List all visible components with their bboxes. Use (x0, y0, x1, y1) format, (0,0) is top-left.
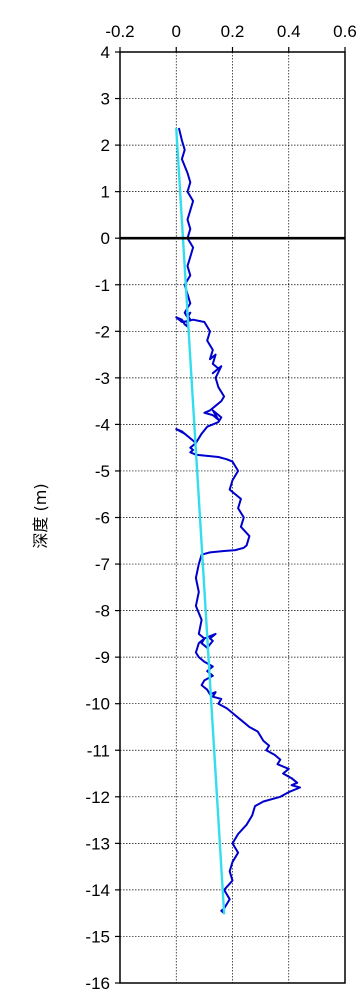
y-axis-title: 深度 (m) (31, 483, 50, 548)
y-tick-label: 1 (101, 183, 110, 202)
y-tick-label: -5 (95, 462, 110, 481)
y-tick-label: -13 (85, 834, 110, 853)
measured-profile-line (175, 127, 301, 915)
x-tick-labels: -0.2 0 0.2 0.4 0.6 (105, 22, 356, 41)
y-tick-label: -4 (95, 415, 110, 434)
y-tick-label: -8 (95, 602, 110, 621)
y-tick-label: 2 (101, 136, 110, 155)
x-tick-label: 0 (172, 22, 181, 41)
y-tick-label: -6 (95, 509, 110, 528)
y-tick-label: -16 (85, 974, 110, 992)
y-tick-label: -11 (87, 741, 110, 760)
y-tick-label: -12 (85, 788, 110, 807)
x-tick-label: 0.4 (277, 22, 301, 41)
y-tick-label: -1 (95, 276, 110, 295)
data-series (175, 127, 301, 915)
x-tick-label: -0.2 (105, 22, 134, 41)
x-tick-label: 0.6 (333, 22, 357, 41)
y-tick-label: -2 (95, 322, 110, 341)
y-tick-label: -3 (95, 369, 110, 388)
y-tick-label: 3 (101, 90, 110, 109)
y-tick-label: -14 (85, 881, 110, 900)
trend-line (175, 127, 226, 915)
y-tick-label: 0 (101, 229, 110, 248)
y-tick-label: -9 (95, 648, 110, 667)
plot-frame (115, 47, 346, 984)
y-tick-label: -10 (85, 695, 110, 714)
y-tick-labels: 4 3 2 1 0 -1 -2 -3 -4 -5 -6 -7 -8 -9 -10 -11 -12 -13 -14 -1… (85, 43, 110, 992)
y-tick-label: 4 (101, 43, 110, 62)
y-tick-label: -15 (85, 927, 110, 946)
x-tick-label: 0.2 (221, 22, 245, 41)
y-tick-label: -7 (95, 555, 110, 574)
